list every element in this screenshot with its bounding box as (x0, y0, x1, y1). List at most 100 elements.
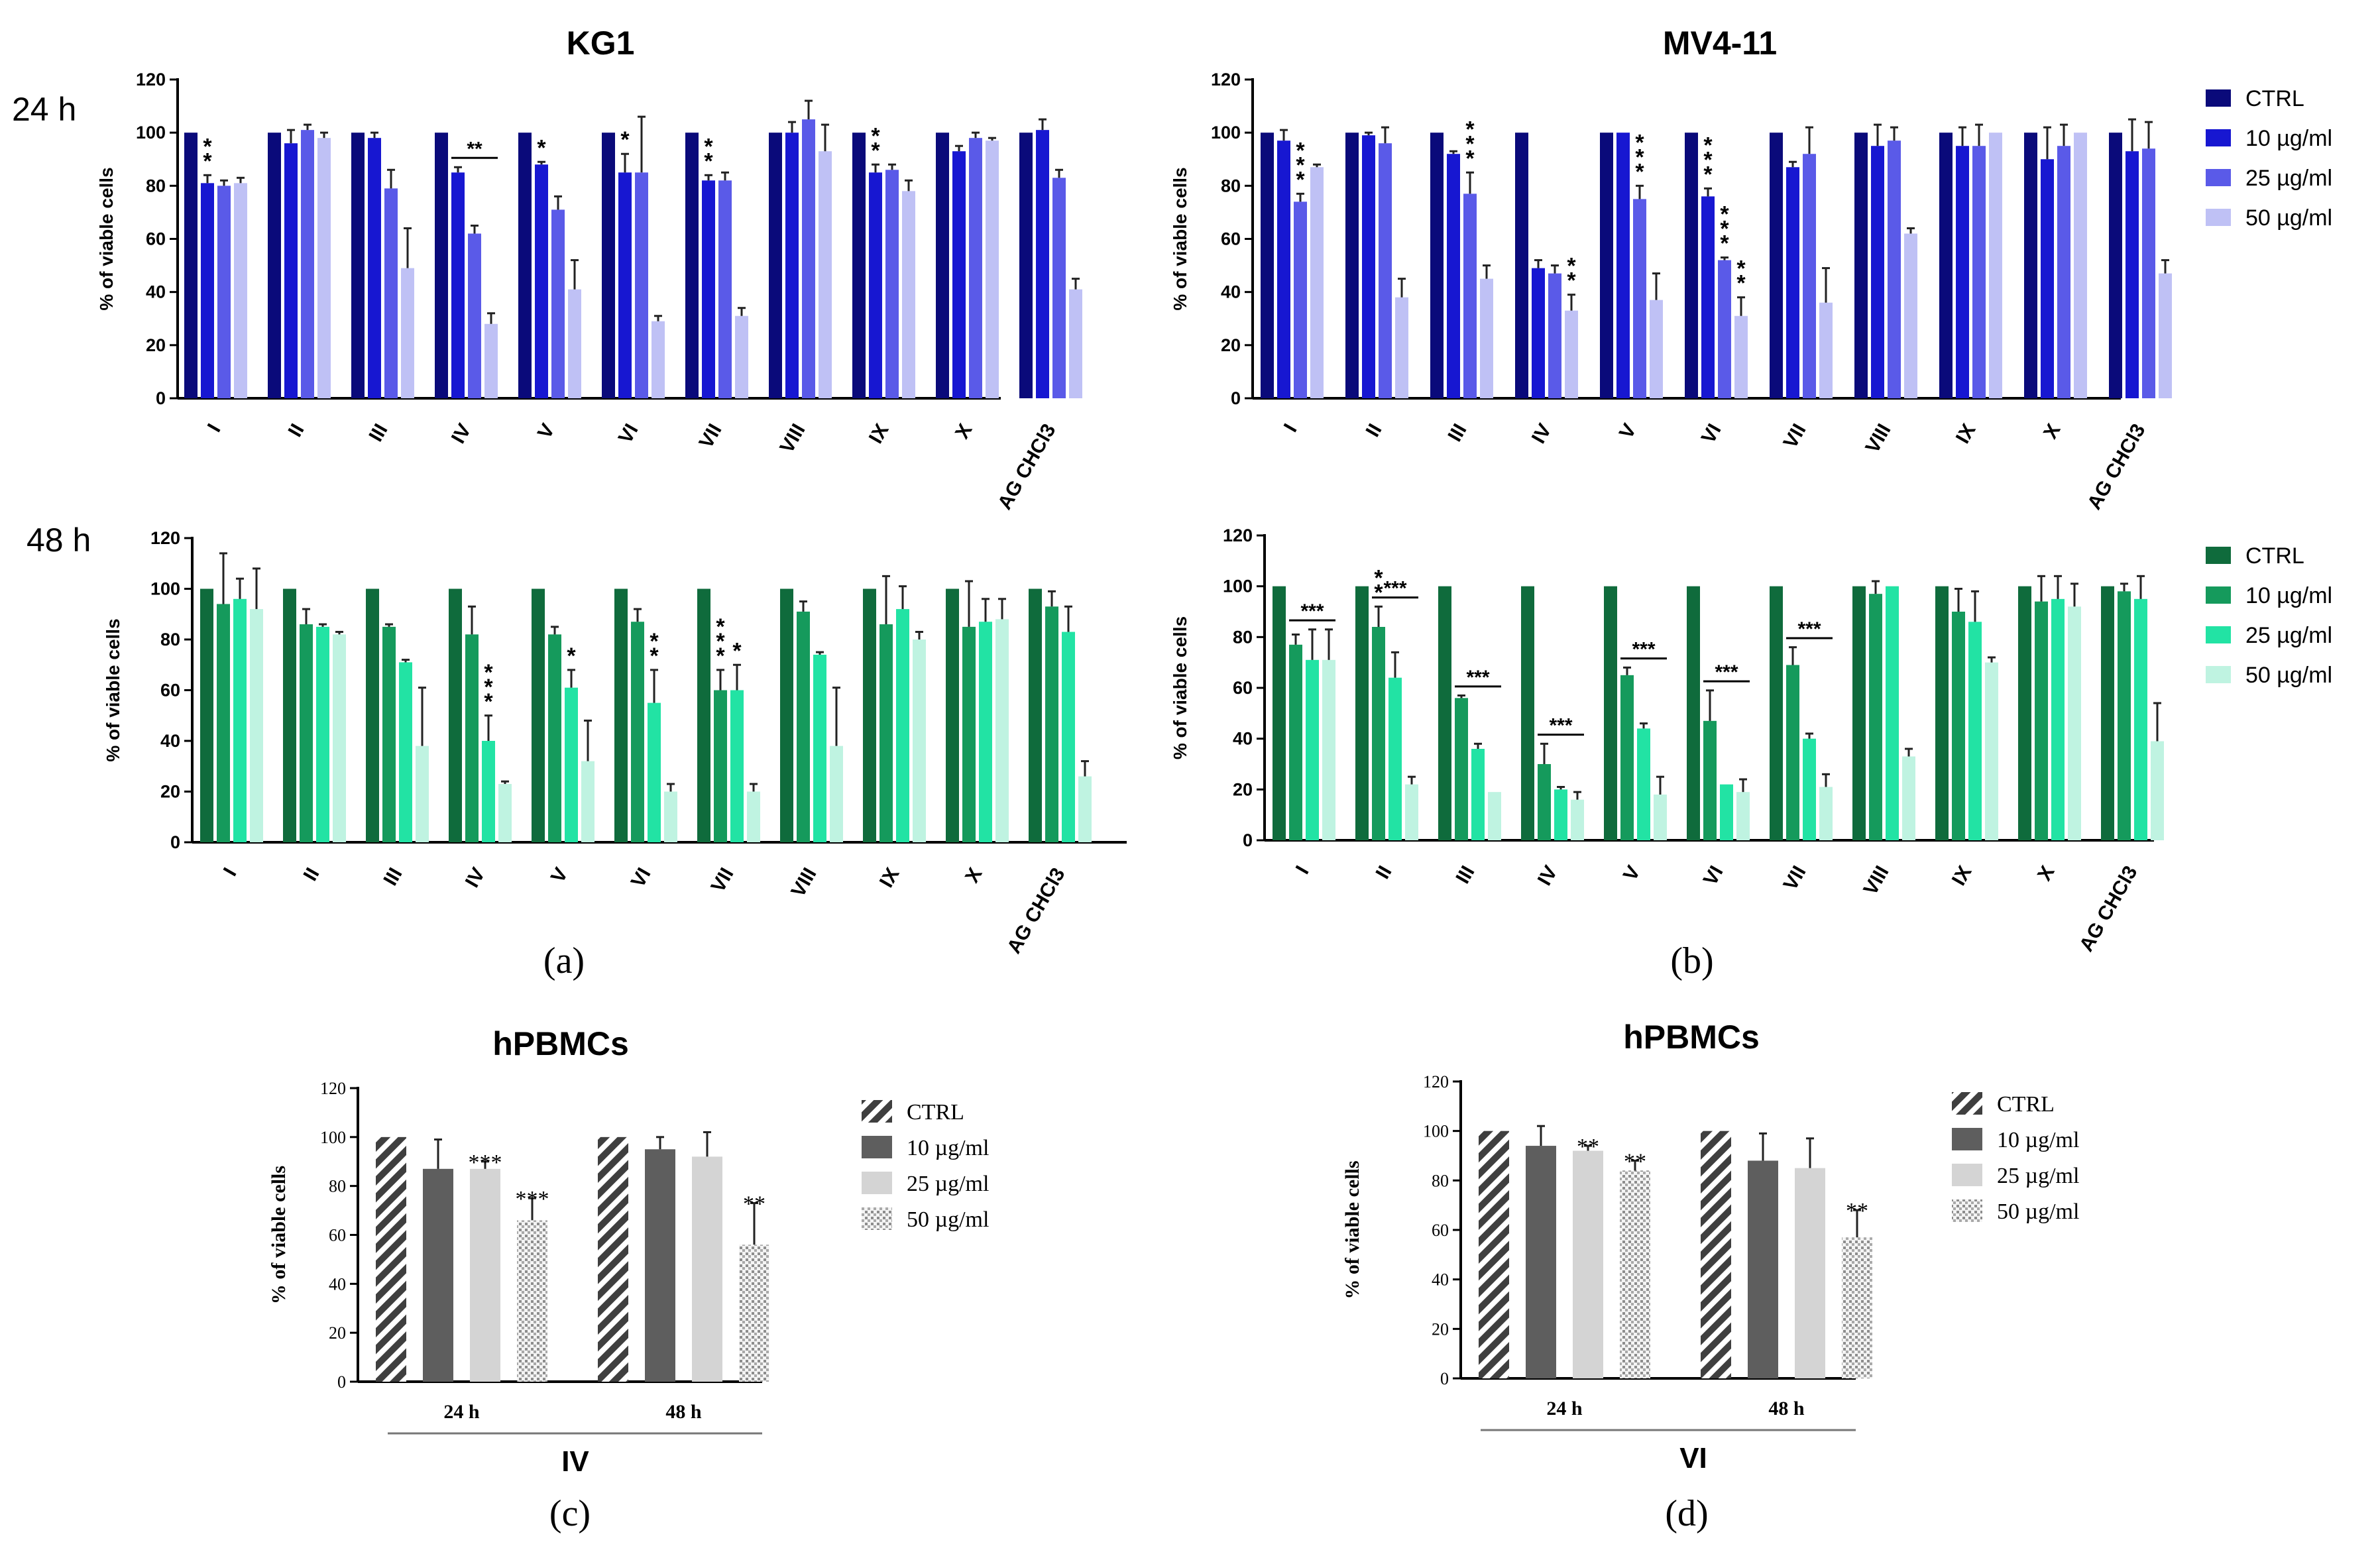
legend-entry: 25 µg/ml (2245, 623, 2332, 648)
bar (1573, 1150, 1603, 1378)
x-tick-label: AG CHCl3 (993, 420, 1060, 514)
bar (518, 133, 532, 398)
bar (631, 622, 644, 842)
x-tick-label: IX (1948, 862, 1976, 889)
bar (896, 609, 909, 842)
x-tick-label: V (1615, 420, 1641, 443)
x-tick-label: VI (1699, 862, 1728, 889)
bar (1388, 677, 1402, 840)
bar (1554, 789, 1567, 840)
legend-entry: 50 µg/ml (2245, 205, 2332, 231)
bar (1904, 233, 1917, 398)
bar (780, 588, 793, 842)
legend-swatch (862, 1136, 892, 1158)
significance-marker: *** (716, 614, 725, 669)
x-tick-label: VI (627, 864, 655, 891)
bar (376, 1136, 406, 1382)
compound-label: VI (1679, 1442, 1707, 1474)
y-tick-label: 0 (156, 388, 166, 408)
x-tick-label: IV (461, 864, 490, 891)
bar (714, 690, 727, 842)
bar (962, 626, 976, 842)
y-tick-label: 80 (1221, 176, 1241, 195)
chart-hpbmc-compound-iv: hPBMCs % of viable cells 0 20 40 60 80 100 120 24… (268, 1025, 989, 1478)
bar (598, 1136, 628, 1382)
bar (1455, 698, 1468, 840)
x-tick-label: AG CHCl3 (2075, 862, 2141, 956)
y-tick-label: 100 (150, 579, 180, 599)
y-tick-label: 80 (329, 1177, 346, 1196)
bar (1989, 133, 2002, 398)
y-tick-label: 0 (1440, 1369, 1449, 1388)
y-tick-label: 40 (329, 1274, 346, 1294)
bar (1526, 1146, 1556, 1378)
significance-marker: ** (467, 138, 482, 160)
significance-marker: ** (1567, 254, 1576, 294)
bar (1736, 792, 1750, 840)
x-tick-label: IV (447, 420, 476, 447)
bar (1078, 776, 1092, 842)
bar (333, 634, 346, 842)
bar (1886, 586, 1899, 840)
y-axis-label: % of viable cells (268, 1166, 290, 1304)
legend-entry: CTRL (907, 1100, 964, 1125)
bar (1538, 764, 1551, 840)
x-tick-label: AG CHCl3 (2083, 420, 2149, 514)
y-tick-label: 60 (1221, 229, 1241, 249)
bar (482, 741, 495, 842)
legend-swatch (2206, 626, 2231, 643)
bar (602, 133, 615, 398)
x-tick-label: V (534, 420, 559, 443)
significance-marker: *** (1296, 138, 1305, 192)
bar (435, 133, 448, 398)
x-tick-label: 48 h (1768, 1398, 1805, 1419)
y-tick-label: 120 (1211, 70, 1241, 89)
bar (316, 626, 329, 842)
panel-label-d: (d) (1665, 1493, 1708, 1534)
legend-entry: 10 µg/ml (907, 1136, 989, 1160)
row-label-24h: 24 h (12, 91, 76, 128)
significance-marker: ** (871, 123, 880, 163)
bar (468, 233, 481, 398)
bar (2035, 601, 2048, 840)
bar (747, 791, 760, 842)
bar (2041, 159, 2054, 398)
chart-title: KG1 (567, 25, 635, 62)
bar (1036, 130, 1049, 399)
bar (702, 180, 715, 398)
bar (685, 133, 699, 398)
bar (368, 138, 381, 398)
y-tick-label: 0 (170, 832, 180, 852)
bar (1345, 133, 1359, 398)
bar (1029, 588, 1042, 842)
bar (1701, 1131, 1731, 1378)
significance-marker: *** (1383, 578, 1406, 600)
bar (2125, 151, 2139, 398)
bar (1902, 756, 1915, 840)
bar (1310, 167, 1324, 398)
significance-marker: *** (1703, 133, 1713, 187)
bar (2018, 586, 2031, 840)
bar (1479, 1131, 1509, 1378)
x-tick-label: X (961, 864, 987, 887)
bar (1045, 606, 1058, 842)
bar (1019, 133, 1033, 398)
bar (969, 138, 982, 398)
significance-marker: ** (1577, 1135, 1599, 1159)
bar (1571, 799, 1584, 840)
bar (399, 662, 412, 842)
bar (1515, 133, 1528, 398)
bar (1362, 135, 1375, 399)
x-tick-label: VIII (775, 420, 809, 457)
x-tick-label: III (1444, 420, 1471, 445)
bar (664, 791, 677, 842)
bar (1565, 310, 1578, 398)
bar (1952, 612, 1965, 840)
bar (1871, 146, 1884, 399)
x-tick-label: V (1619, 862, 1645, 885)
bar (1935, 586, 1949, 840)
bar (995, 619, 1009, 842)
